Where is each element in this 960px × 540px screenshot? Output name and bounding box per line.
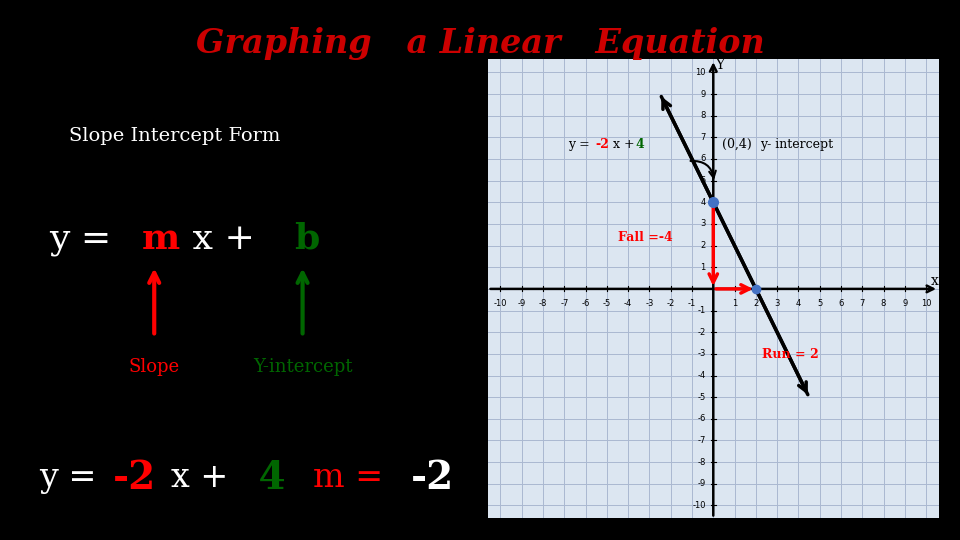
Text: -2: -2	[112, 459, 156, 497]
Text: Slope: Slope	[129, 357, 180, 376]
Text: -8: -8	[539, 299, 547, 308]
Text: b: b	[294, 222, 319, 256]
Text: -7: -7	[698, 436, 706, 445]
Text: 4: 4	[796, 299, 801, 308]
Text: 1: 1	[732, 299, 737, 308]
Text: 4: 4	[636, 138, 644, 151]
Text: 7: 7	[859, 299, 865, 308]
Text: Graphing   a Linear   Equation: Graphing a Linear Equation	[196, 27, 764, 60]
Text: -1: -1	[698, 306, 706, 315]
Text: 6: 6	[838, 299, 844, 308]
Text: 4: 4	[245, 459, 285, 497]
Text: x +: x +	[181, 222, 267, 256]
Text: 10: 10	[695, 68, 706, 77]
Text: -1: -1	[688, 299, 696, 308]
Text: Y-intercept: Y-intercept	[252, 357, 352, 376]
Text: -6: -6	[698, 414, 706, 423]
Text: 7: 7	[701, 133, 706, 142]
Text: Run = 2: Run = 2	[762, 348, 819, 361]
Text: m: m	[142, 222, 180, 256]
Text: Fall =-4: Fall =-4	[617, 231, 672, 244]
Text: 8: 8	[881, 299, 886, 308]
Text: 5: 5	[701, 176, 706, 185]
Text: -10: -10	[493, 299, 507, 308]
Text: x: x	[930, 274, 939, 288]
Text: (0,4): (0,4)	[722, 138, 752, 151]
Text: 8: 8	[701, 111, 706, 120]
Text: -7: -7	[560, 299, 568, 308]
Text: m =: m =	[313, 462, 395, 494]
Text: 9: 9	[902, 299, 907, 308]
Text: y =: y =	[568, 138, 594, 151]
Text: 4: 4	[701, 198, 706, 207]
Text: 2: 2	[754, 299, 758, 308]
Text: -2: -2	[666, 299, 675, 308]
Text: y =: y =	[49, 222, 123, 256]
Text: 10: 10	[921, 299, 931, 308]
Text: 6: 6	[701, 154, 706, 164]
Text: 3: 3	[701, 219, 706, 228]
Text: -2: -2	[698, 328, 706, 337]
Text: 5: 5	[817, 299, 823, 308]
Text: 2: 2	[701, 241, 706, 250]
Text: -10: -10	[692, 501, 706, 510]
Text: 1: 1	[701, 263, 706, 272]
Text: -3: -3	[645, 299, 654, 308]
Text: -6: -6	[582, 299, 589, 308]
Text: 3: 3	[775, 299, 780, 308]
Text: Slope Intercept Form: Slope Intercept Form	[68, 127, 280, 145]
Text: -8: -8	[698, 457, 706, 467]
Text: x +: x +	[171, 462, 239, 494]
Text: -5: -5	[603, 299, 611, 308]
Text: -9: -9	[698, 480, 706, 488]
Text: -2: -2	[595, 138, 609, 151]
Text: y =: y =	[39, 462, 108, 494]
Text: -2: -2	[411, 459, 454, 497]
Text: y- intercept: y- intercept	[760, 138, 833, 151]
Text: -3: -3	[698, 349, 706, 359]
Text: -5: -5	[698, 393, 706, 402]
Text: Y: Y	[715, 58, 724, 72]
Text: 9: 9	[701, 90, 706, 98]
Text: x +: x +	[609, 138, 638, 151]
Text: -4: -4	[624, 299, 633, 308]
Text: -4: -4	[698, 371, 706, 380]
Text: -9: -9	[517, 299, 526, 308]
